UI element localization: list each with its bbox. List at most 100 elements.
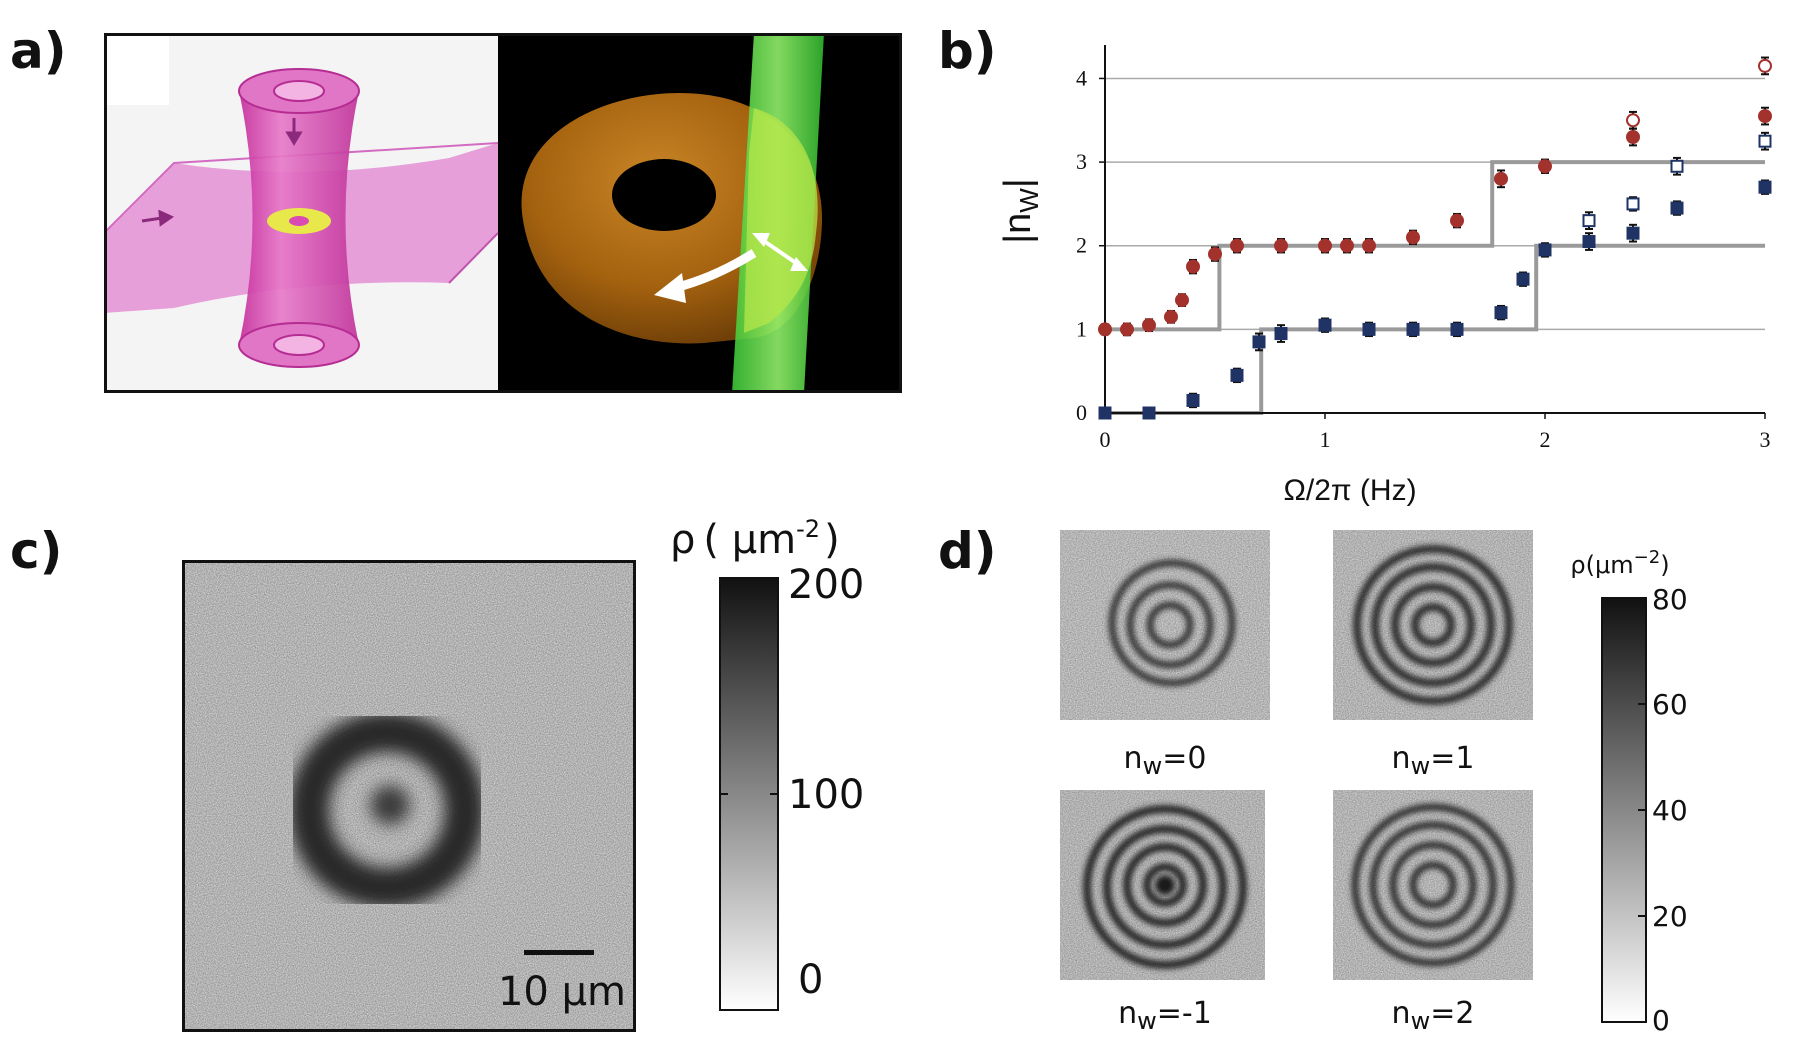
colorbar-c-title: ρ( μm-2) <box>670 515 840 563</box>
panel-label-c: c) <box>10 522 63 580</box>
scale-bar: 10 μm <box>498 950 626 1015</box>
winding-number-chart: 0 1 2 3 4 0 1 2 3 Ω/2π (Hz) |nW| <box>997 45 1772 507</box>
data-point <box>1186 392 1200 409</box>
marker-square <box>1494 306 1508 320</box>
data-point <box>1494 304 1508 321</box>
interference-image-nw-minus-1 <box>1060 790 1265 980</box>
chart-grid <box>1105 77 1765 331</box>
colorbar-c-tick-200: 200 <box>788 562 864 608</box>
colorbar-d: ρ(μm−2) 80 60 40 20 0 <box>1570 547 1687 1037</box>
colorbar-c-tick-100: 100 <box>788 772 864 818</box>
data-point <box>1098 322 1112 337</box>
data-point <box>1164 309 1178 324</box>
y-axis-title-sub: W <box>1014 188 1044 213</box>
rotation-arrow-icon <box>654 249 757 303</box>
data-point <box>1516 271 1530 287</box>
panel-c-colorbar: ρ( μm-2) 200 100 0 <box>650 508 910 1028</box>
marker-circle <box>1274 238 1288 253</box>
colorbar-d-tick-80: 80 <box>1652 583 1688 616</box>
data-point <box>1758 179 1772 195</box>
marker-circle <box>1626 130 1640 144</box>
data-point <box>1582 211 1596 230</box>
colorbar-c: ρ( μm-2) 200 100 0 <box>670 515 864 1011</box>
colorbar-d-tick-60: 60 <box>1652 688 1688 721</box>
chart-axes <box>1099 45 1766 419</box>
data-point <box>1142 318 1156 333</box>
data-point <box>1626 110 1640 130</box>
y-tick-labels: 0 1 2 3 4 <box>1076 65 1087 425</box>
data-point <box>1318 317 1332 333</box>
chart-step-lines <box>1105 160 1765 415</box>
marker-square <box>1406 322 1420 336</box>
torus-hole <box>612 159 716 231</box>
colorbar-d-tick-20: 20 <box>1652 900 1688 933</box>
x-tick-label: 3 <box>1760 427 1771 452</box>
marker-square <box>1538 243 1552 257</box>
data-point <box>1142 406 1156 420</box>
panel-a-schematic <box>104 33 902 393</box>
data-point <box>1362 321 1376 338</box>
panel-d-images: nw=0 nw=1 nw=-1 nw=2 <box>1050 525 1795 1040</box>
marker-square <box>1274 327 1288 341</box>
marker-circle <box>1538 159 1552 174</box>
colorbar-d-tick-0: 0 <box>1652 1004 1670 1037</box>
svg-text:|nW|: |nW| <box>997 178 1044 243</box>
marker-circle <box>1230 238 1244 253</box>
marker-square <box>1670 159 1684 173</box>
y-tick-label: 0 <box>1076 400 1087 425</box>
arrow-down-icon <box>285 118 303 146</box>
arrow-right-icon <box>141 209 175 227</box>
marker-square <box>1670 201 1684 215</box>
marker-circle <box>1758 109 1772 124</box>
y-tick-label: 2 <box>1076 233 1087 258</box>
data-point <box>1175 293 1189 308</box>
marker-circle <box>1340 238 1354 253</box>
marker-square <box>1362 322 1376 336</box>
marker-circle <box>1406 230 1420 245</box>
data-point <box>1120 322 1134 337</box>
data-point <box>1450 212 1464 229</box>
marker-circle <box>1175 293 1189 308</box>
y-tick-label: 1 <box>1076 316 1087 341</box>
panel-label-b: b) <box>938 22 997 80</box>
image-label-nw-0: nw=0 <box>1124 741 1207 780</box>
marker-square <box>1450 322 1464 336</box>
panel-d-figure: nw=0 nw=1 nw=-1 nw=2 <box>1060 530 1688 1037</box>
data-point <box>1670 200 1684 216</box>
marker-square <box>1626 197 1640 211</box>
data-point <box>1758 56 1772 76</box>
marker-circle <box>1208 247 1222 262</box>
data-point <box>1230 238 1244 254</box>
colorbar-d-title: ρ(μm−2) <box>1570 547 1669 579</box>
colorbar-c-tick-0: 0 <box>798 957 823 1003</box>
data-point <box>1626 196 1640 212</box>
trap-schematic <box>104 33 499 393</box>
data-point <box>1582 232 1596 251</box>
marker-square <box>1582 214 1596 228</box>
marker-square <box>1758 134 1772 148</box>
marker-square <box>1098 406 1112 420</box>
marker-circle <box>1186 259 1200 274</box>
data-point <box>1538 242 1552 258</box>
colorbar-c-gradient <box>719 577 779 1011</box>
marker-square <box>1142 406 1156 420</box>
data-point <box>1340 238 1354 254</box>
data-point <box>1670 156 1684 176</box>
data-point <box>1494 169 1508 189</box>
x-tick-label: 2 <box>1540 427 1551 452</box>
y-tick-label: 3 <box>1076 149 1087 174</box>
data-point <box>1230 367 1244 384</box>
data-point <box>1274 238 1288 254</box>
colorbar-d-tick-40: 40 <box>1652 794 1688 827</box>
data-point <box>1208 246 1222 262</box>
panel-c-density-image: 10 μm <box>182 560 636 1032</box>
marker-square <box>1626 226 1640 240</box>
data-point <box>1758 131 1772 151</box>
panel-label-a: a) <box>10 22 67 80</box>
marker-circle <box>1362 238 1376 253</box>
marker-circle <box>1164 309 1178 324</box>
x-tick-label: 0 <box>1100 427 1111 452</box>
image-label-nw-2: nw=2 <box>1392 996 1475 1035</box>
data-point <box>1450 321 1464 338</box>
data-point <box>1274 324 1288 343</box>
